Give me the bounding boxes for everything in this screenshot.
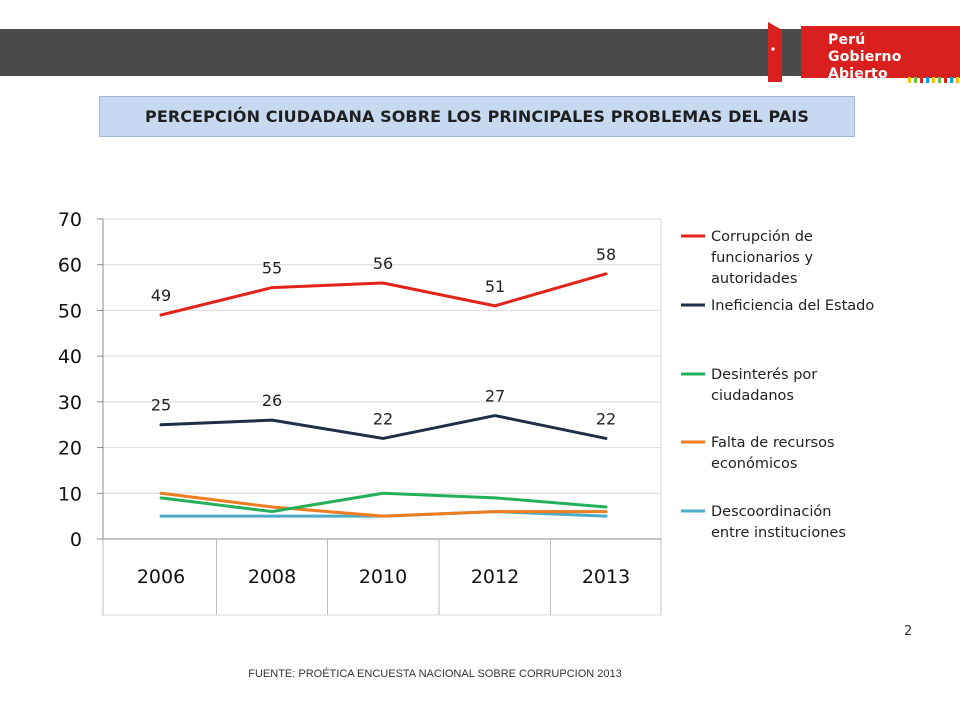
peru-gobierno-abierto-logo: Perú Gobierno Abierto (760, 20, 960, 90)
series-line (159, 414, 608, 440)
data-label: 58 (596, 245, 616, 264)
y-tick-label: 10 (58, 483, 82, 505)
y-tick-label: 0 (70, 529, 82, 551)
y-tick-label: 40 (58, 346, 82, 368)
legend-entry: entre instituciones (711, 525, 846, 541)
page-title: PERCEPCIÓN CIUDADANA SOBRE LOS PRINCIPAL… (145, 107, 809, 126)
x-tick-label: 2006 (137, 566, 185, 588)
legend-entry: Falta de recursos (711, 435, 835, 451)
legend-entry: Corrupción de (711, 229, 813, 245)
data-label: 26 (262, 391, 282, 410)
x-tick-label: 2013 (582, 566, 630, 588)
data-label: 22 (373, 409, 393, 428)
data-label: 22 (596, 409, 616, 428)
page-number: 2 (904, 624, 913, 639)
legend-entry: ciudadanos (711, 388, 794, 404)
y-tick-label: 50 (58, 300, 82, 322)
title-box: PERCEPCIÓN CIUDADANA SOBRE LOS PRINCIPAL… (99, 96, 855, 137)
x-tick-label: 2008 (248, 566, 296, 588)
x-tick-label: 2010 (359, 566, 407, 588)
brand-line-1: Perú (828, 32, 866, 48)
data-label: 27 (485, 387, 505, 406)
data-label: 55 (262, 259, 282, 278)
legend-entry: funcionarios y (711, 250, 813, 266)
top-bar (0, 29, 960, 76)
data-label: 56 (373, 254, 393, 273)
data-label: 49 (151, 286, 171, 305)
legend-entry: económicos (711, 456, 797, 472)
brand-text: Perú Gobierno Abierto (828, 32, 960, 83)
series-line (159, 491, 608, 514)
y-tick-label: 60 (58, 255, 82, 277)
legend-entry: Ineficiencia del Estado (711, 298, 874, 314)
peru-logo-emblem-icon (768, 22, 960, 83)
y-tick-label: 70 (58, 209, 82, 231)
data-label: 25 (151, 396, 171, 415)
legend-entry: Descoordinación (711, 504, 831, 520)
series-line (159, 272, 608, 317)
series-line (159, 491, 608, 518)
y-tick-label: 30 (58, 392, 82, 414)
brand-line-2: Gobierno Abierto (828, 49, 902, 82)
source-note: FUENTE: PROÉTICA ENCUESTA NACIONAL SOBRE… (248, 668, 622, 680)
y-tick-label: 20 (58, 438, 82, 460)
data-label: 51 (485, 277, 505, 296)
x-tick-label: 2012 (471, 566, 519, 588)
legend-entry: Desinterés por (711, 367, 817, 383)
legend-entry: autoridades (711, 271, 797, 287)
